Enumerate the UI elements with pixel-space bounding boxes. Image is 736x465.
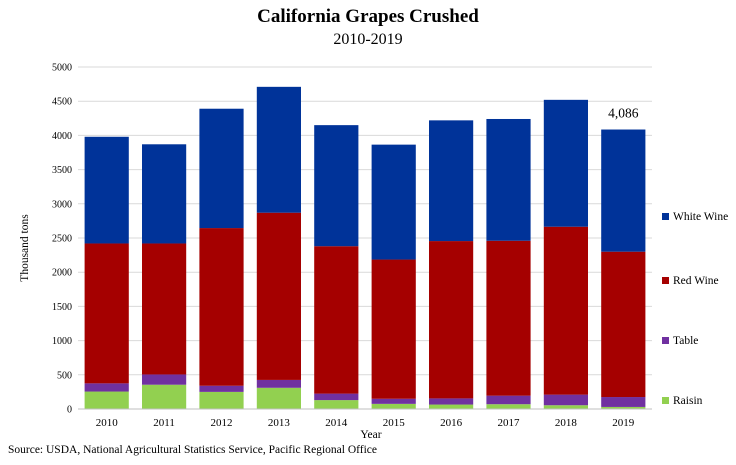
bar-segment-raisin <box>84 391 129 409</box>
bar-segment-red-wine <box>84 243 129 384</box>
bar-segment-table <box>429 398 474 405</box>
bar-segment-table <box>314 393 359 401</box>
bar-segment-raisin <box>314 400 359 409</box>
legend: White Wine Red Wine Table Raisin <box>662 211 728 407</box>
source-note: Source: USDA, National Agricultural Stat… <box>8 444 377 456</box>
data-label: 4,086 <box>608 106 639 121</box>
bar-segment-red-wine <box>601 251 646 398</box>
bar-segment-red-wine <box>543 226 588 395</box>
bar-segment-white-wine <box>314 125 359 247</box>
bar-segment-white-wine <box>429 120 474 242</box>
bar-segment-red-wine <box>486 240 531 396</box>
bar-segment-table <box>543 394 588 406</box>
legend-swatch <box>662 397 669 404</box>
bar-segment-table <box>142 374 187 385</box>
x-axis-title: Year <box>360 429 381 441</box>
chart-subtitle: 2010-2019 <box>333 31 403 48</box>
x-tick-label: 2016 <box>440 417 463 429</box>
x-tick-label: 2015 <box>383 417 406 429</box>
bar-segment-white-wine <box>601 129 646 252</box>
legend-label: White Wine <box>673 211 728 223</box>
y-tick-label: 2500 <box>52 234 72 245</box>
y-tick-label: 2000 <box>52 268 72 279</box>
bar-segment-table <box>199 385 244 392</box>
bar-segment-raisin <box>142 384 187 409</box>
legend-label: Table <box>673 335 698 347</box>
x-tick-label: 2012 <box>211 417 233 429</box>
bar-segment-white-wine <box>256 86 301 213</box>
bar-segment-red-wine <box>142 243 187 375</box>
y-tick-label: 0 <box>67 405 72 416</box>
chart-title: California Grapes Crushed <box>257 6 479 27</box>
legend-swatch <box>662 337 669 344</box>
bar-segment-table <box>256 379 301 388</box>
bar-segment-raisin <box>486 404 531 409</box>
x-tick-label: 2017 <box>498 417 521 429</box>
bar-segment-white-wine <box>371 144 416 260</box>
y-tick-label: 1000 <box>52 336 72 347</box>
x-tick-label: 2019 <box>612 417 635 429</box>
bars <box>84 86 646 409</box>
bar-segment-raisin <box>601 406 646 409</box>
bar-segment-white-wine <box>543 99 588 227</box>
legend-label: Red Wine <box>673 275 719 287</box>
x-tick-label: 2014 <box>325 417 348 429</box>
y-tick-label: 5000 <box>52 63 72 74</box>
y-tick-label: 3000 <box>52 199 72 210</box>
bar-segment-white-wine <box>199 108 244 229</box>
y-tick-label: 3500 <box>52 165 72 176</box>
x-tick-label: 2013 <box>268 417 291 429</box>
y-tick-label: 1500 <box>52 302 72 313</box>
bar-segment-red-wine <box>314 246 359 394</box>
bar-segment-table <box>486 395 531 405</box>
bar-segment-table <box>601 397 646 407</box>
bar-segment-red-wine <box>429 241 474 399</box>
y-tick-label: 4500 <box>52 97 72 108</box>
x-tick-label: 2010 <box>96 417 119 429</box>
y-axis-title: Thousand tons <box>19 214 31 282</box>
bar-segment-table <box>371 398 416 404</box>
bar-segment-red-wine <box>256 212 301 380</box>
bar-segment-raisin <box>199 391 244 409</box>
bar-segment-table <box>84 383 129 392</box>
bar-segment-raisin <box>371 403 416 409</box>
x-tick-label: 2018 <box>555 417 578 429</box>
bar-segment-raisin <box>429 404 474 409</box>
bar-segment-white-wine <box>142 144 187 244</box>
axes: 0 500 1000 1500 2000 2500 3000 3500 4000 4500 5000… <box>52 63 652 429</box>
y-tick-label: 4000 <box>52 131 72 142</box>
legend-swatch <box>662 213 669 220</box>
x-tick-label: 2011 <box>153 417 175 429</box>
legend-swatch <box>662 277 669 284</box>
bar-segment-white-wine <box>486 118 531 241</box>
y-tick-label: 500 <box>57 370 72 381</box>
legend-label: Raisin <box>673 395 703 407</box>
bar-segment-raisin <box>543 405 588 409</box>
bar-segment-red-wine <box>371 259 416 399</box>
bar-segment-raisin <box>256 387 301 409</box>
bar-segment-white-wine <box>84 136 129 244</box>
bar-segment-red-wine <box>199 228 244 386</box>
